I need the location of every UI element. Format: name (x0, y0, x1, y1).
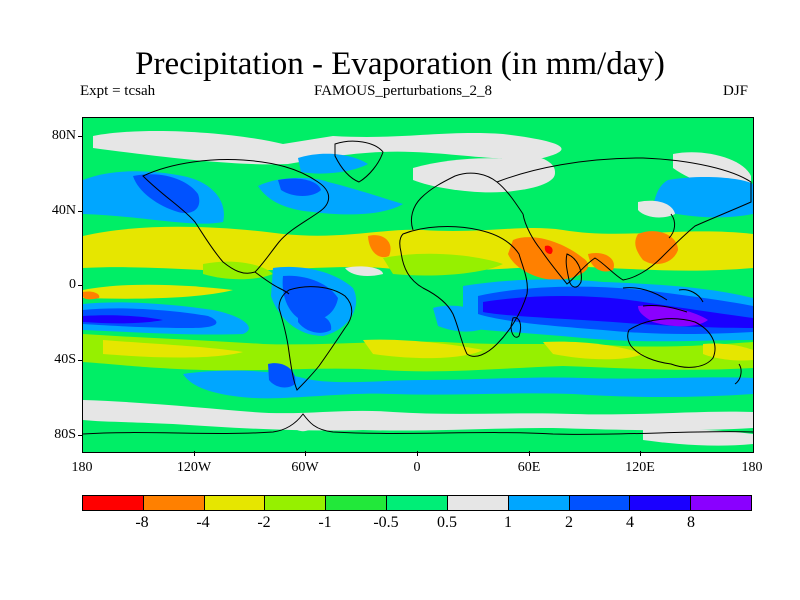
lat-tick-label: 0 (69, 277, 76, 292)
field-asia-orange (635, 231, 678, 265)
coastline-maritime-continent (622, 287, 704, 313)
field-east-pacific-lightgreen (203, 261, 273, 280)
legend-label: 8 (687, 514, 695, 531)
legend-label: -2 (257, 514, 271, 531)
legend-label: 1 (504, 514, 512, 531)
legend-label: -1 (318, 514, 332, 531)
field-greenland-blue (298, 153, 368, 174)
field-weddell-grey (288, 413, 310, 432)
map-panel (82, 117, 754, 453)
coastline-asia (496, 157, 752, 285)
color-legend-bar (82, 495, 752, 511)
coastline-africa (399, 226, 528, 357)
precipitation-map (83, 118, 753, 452)
lon-tick-label: 60E (517, 460, 541, 475)
lat-tick-label: 40S (54, 352, 76, 367)
field-north-atlantic-darkblue (278, 178, 321, 196)
legend-swatch (508, 496, 570, 510)
coastline-new-zealand (734, 363, 742, 385)
coastline-europe (410, 172, 524, 231)
legend-label: -0.5 (373, 514, 399, 531)
lat-tick-label: 40N (51, 203, 76, 218)
lon-tick-mark (194, 451, 195, 456)
lat-tick-mark (78, 136, 83, 137)
field-southern-ocean-darkblue (268, 363, 296, 388)
field-south-subtropics-yellow (103, 340, 243, 358)
field-japan-grey (638, 200, 675, 218)
lat-tick-label: 80S (54, 427, 76, 442)
field-antarctic-grey (83, 400, 753, 431)
coastline-japan (668, 213, 676, 239)
map-title: Precipitation - Evaporation (in mm/day) (135, 46, 665, 82)
lat-tick-mark (78, 435, 83, 436)
coastline-madagascar (510, 317, 522, 338)
legend-label: 0.5 (437, 514, 457, 531)
field-south-atlantic-darkblue (298, 312, 332, 333)
field-arabian-sea-orange (508, 237, 589, 280)
field-southern-ocean-blue (183, 370, 753, 399)
season-label: DJF (723, 83, 749, 99)
lat-tick-mark (78, 285, 83, 286)
field-amazon-darkblue (282, 275, 338, 322)
lon-tick-label: 180 (741, 460, 763, 475)
lat-tick-label: 80N (51, 128, 76, 143)
experiment-label: Expt = tcsah (80, 83, 156, 99)
field-nw-pacific-blue (653, 177, 753, 218)
lon-tick-label: 0 (413, 460, 421, 475)
legend-label: 2 (565, 514, 573, 531)
lon-tick-mark (640, 451, 641, 456)
field-north-subtropics-yellow (83, 226, 753, 271)
legend-swatch (265, 496, 327, 510)
lon-tick-mark (529, 451, 530, 456)
legend-swatch (691, 496, 751, 510)
lon-tick-label: 180 (71, 460, 93, 475)
coastline-south-america (278, 286, 353, 391)
lon-tick-mark (417, 451, 418, 456)
coastline-antarctica (83, 413, 753, 435)
legend-swatch (387, 496, 448, 510)
legend-swatch (326, 496, 388, 510)
lon-tick-label: 120E (625, 460, 655, 475)
legend-swatch (630, 496, 692, 510)
legend-swatch (83, 496, 144, 510)
field-south-pacific-indigo (83, 315, 163, 324)
legend-swatch (143, 496, 205, 510)
field-south-subtropics-yellow (543, 341, 643, 360)
lon-tick-mark (305, 451, 306, 456)
field-south-subtropics-yellow (363, 339, 483, 359)
coastline-layer (83, 140, 753, 435)
field-red-sea-red (544, 245, 553, 254)
coastline-india (565, 253, 582, 288)
field-sahel-grey (345, 266, 383, 276)
legend-swatch (569, 496, 631, 510)
field-atlantic-orange (368, 235, 391, 258)
field-itcz-yellow (83, 284, 233, 299)
lat-tick-mark (78, 211, 83, 212)
field-arctic-grey (93, 130, 562, 165)
lon-tick-label: 60W (291, 460, 319, 475)
field-east-pacific-orange (83, 291, 100, 300)
coastline-greenland (334, 140, 384, 183)
legend-label: 4 (626, 514, 634, 531)
field-north-africa-lightgreen (383, 253, 503, 276)
lat-tick-mark (78, 360, 83, 361)
legend-label: -8 (135, 514, 149, 531)
coastline-australia (627, 318, 716, 368)
legend-label: -4 (196, 514, 210, 531)
field-north-pacific-darkblue (133, 174, 200, 214)
field-antarctic-grey (643, 429, 753, 446)
coastline-north-america (142, 159, 330, 274)
lon-tick-label: 120W (176, 460, 212, 475)
legend-swatch (447, 496, 509, 510)
run-name-label: FAMOUS_perturbations_2_8 (314, 83, 493, 99)
legend-swatch (204, 496, 266, 510)
